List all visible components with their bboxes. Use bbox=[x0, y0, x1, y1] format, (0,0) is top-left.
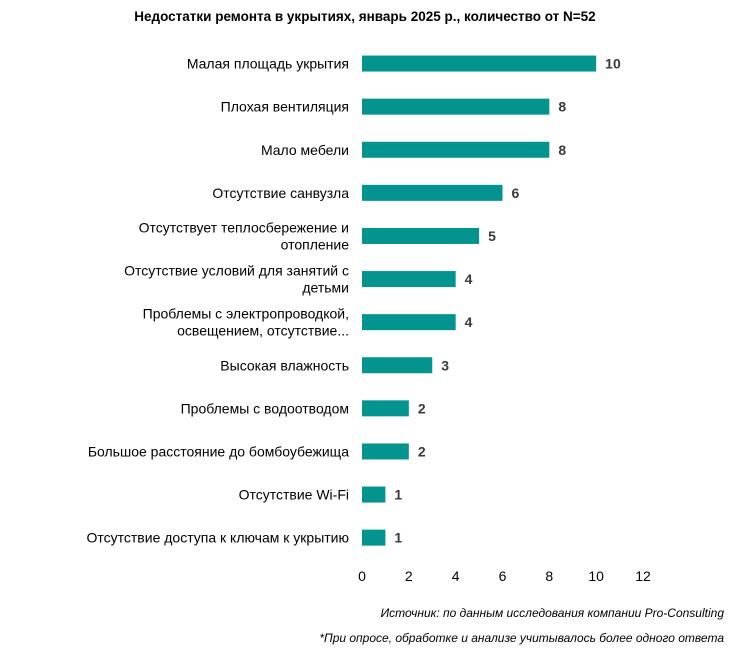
x-tick-2: 2 bbox=[405, 568, 413, 584]
x-tick-10: 10 bbox=[588, 568, 604, 584]
bar-8 bbox=[362, 357, 433, 374]
category-label-7: Проблемы с электропроводкой, освещением, … bbox=[143, 306, 349, 339]
footnote: *При опросе, обработке и анализе учитыва… bbox=[319, 631, 724, 645]
value-label-9: 2 bbox=[418, 400, 426, 416]
category-label-4: Отсутствие санвузла bbox=[212, 185, 349, 201]
bar-11 bbox=[362, 486, 386, 503]
category-label-12: Отсутствие доступа к ключам к укрытию bbox=[87, 530, 350, 546]
value-label-8: 3 bbox=[441, 357, 449, 373]
bar-5 bbox=[362, 227, 480, 244]
category-label-11: Отсутствие Wi-Fi bbox=[239, 487, 349, 503]
x-axis-ticks: 0 2 4 6 8 10 12 bbox=[358, 568, 651, 584]
category-label-2: Плохая вентиляция bbox=[221, 99, 349, 115]
bar-9 bbox=[362, 400, 409, 417]
category-label-3: Мало мебели bbox=[261, 142, 349, 158]
value-label-3: 8 bbox=[558, 142, 566, 158]
value-label-1: 10 bbox=[605, 56, 621, 72]
value-label-12: 1 bbox=[394, 530, 402, 546]
value-label-11: 1 bbox=[394, 487, 402, 503]
x-tick-12: 12 bbox=[635, 568, 651, 584]
chart-title: Недостатки ремонта в укрытиях, январь 20… bbox=[134, 9, 596, 24]
source-note: Источник: по данным исследования компани… bbox=[380, 606, 724, 620]
category-label-9: Проблемы с водоотводом bbox=[181, 400, 349, 416]
value-label-7: 4 bbox=[465, 314, 473, 330]
x-tick-8: 8 bbox=[545, 568, 553, 584]
bar-10 bbox=[362, 443, 409, 460]
bars-layer bbox=[362, 55, 597, 546]
category-label-5: Отсутствует теплосбережение и отопление bbox=[139, 219, 350, 252]
x-tick-4: 4 bbox=[452, 568, 460, 584]
value-label-4: 6 bbox=[512, 185, 520, 201]
category-label-1: Малая площадь укрытия bbox=[187, 56, 349, 72]
bar-2 bbox=[362, 98, 550, 115]
value-label-10: 2 bbox=[418, 443, 426, 459]
bar-4 bbox=[362, 184, 503, 201]
bar-12 bbox=[362, 529, 386, 546]
value-labels: 10 8 8 6 5 4 4 3 2 2 1 1 bbox=[394, 56, 621, 546]
bar-7 bbox=[362, 314, 456, 331]
bar-6 bbox=[362, 271, 456, 288]
value-label-6: 4 bbox=[465, 271, 473, 287]
category-labels: Малая площадь укрытия Плохая вентиляция Ма… bbox=[87, 56, 350, 546]
bar-1 bbox=[362, 55, 597, 72]
x-tick-0: 0 bbox=[358, 568, 366, 584]
value-label-2: 8 bbox=[558, 99, 566, 115]
bar-chart: Малая площадь укрытия Плохая вентиляция Ма… bbox=[87, 55, 651, 584]
bar-3 bbox=[362, 141, 550, 158]
x-tick-6: 6 bbox=[499, 568, 507, 584]
value-label-5: 5 bbox=[488, 228, 496, 244]
category-label-6: Отсутствие условий для занятий с детьми bbox=[124, 263, 349, 296]
category-label-8: Высокая влажность bbox=[220, 357, 349, 373]
category-label-10: Большое расстояние до бомбоубежища bbox=[88, 443, 349, 459]
